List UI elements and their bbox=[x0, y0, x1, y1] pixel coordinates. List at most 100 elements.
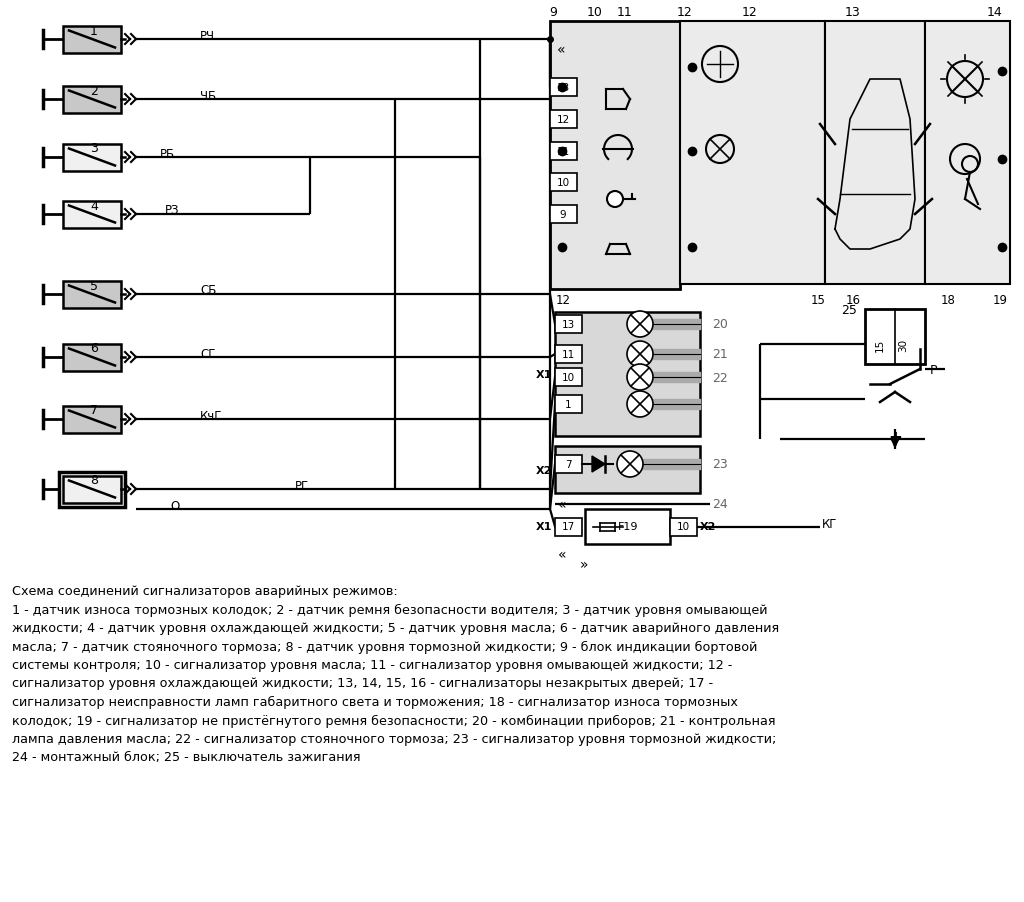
Text: 13: 13 bbox=[561, 319, 574, 329]
Text: РЧ: РЧ bbox=[200, 30, 215, 42]
Circle shape bbox=[617, 452, 643, 477]
Text: X2: X2 bbox=[536, 465, 552, 475]
Text: 24: 24 bbox=[712, 498, 728, 511]
Text: 6: 6 bbox=[90, 342, 98, 355]
Text: 10: 10 bbox=[556, 178, 569, 188]
Text: 9: 9 bbox=[549, 5, 557, 18]
Bar bbox=[550, 78, 577, 97]
Bar bbox=[555, 446, 700, 493]
Text: 22: 22 bbox=[712, 371, 728, 384]
Text: X1: X1 bbox=[536, 370, 552, 380]
Circle shape bbox=[607, 192, 623, 207]
Text: 12: 12 bbox=[556, 115, 569, 124]
Text: РБ: РБ bbox=[160, 147, 175, 161]
Text: F19: F19 bbox=[617, 522, 638, 532]
Text: 23: 23 bbox=[712, 458, 728, 471]
Bar bbox=[63, 281, 121, 308]
Text: »: » bbox=[580, 557, 589, 571]
Bar bbox=[550, 206, 577, 224]
Bar bbox=[585, 510, 670, 545]
Text: 5: 5 bbox=[90, 280, 98, 292]
Bar bbox=[550, 143, 577, 161]
Text: КГ: КГ bbox=[822, 518, 838, 530]
Bar bbox=[63, 201, 121, 228]
Text: 21: 21 bbox=[712, 348, 728, 361]
Bar bbox=[555, 518, 582, 536]
Text: 9: 9 bbox=[560, 210, 566, 220]
Text: РГ: РГ bbox=[295, 479, 309, 492]
Text: ЧБ: ЧБ bbox=[200, 89, 216, 103]
Text: +: + bbox=[888, 428, 902, 446]
Circle shape bbox=[627, 312, 653, 337]
Bar bbox=[670, 518, 697, 536]
Text: СБ: СБ bbox=[200, 284, 216, 297]
Bar bbox=[555, 313, 700, 437]
Text: X2: X2 bbox=[700, 522, 717, 532]
Circle shape bbox=[627, 342, 653, 368]
Text: О: О bbox=[170, 499, 179, 512]
Text: 24 - монтажный блок; 25 - выключатель зажигания: 24 - монтажный блок; 25 - выключатель за… bbox=[12, 750, 360, 764]
Text: 12: 12 bbox=[555, 293, 570, 306]
Text: Схема соединений сигнализаторов аварийных режимов:: Схема соединений сигнализаторов аварийны… bbox=[12, 584, 397, 597]
Text: 12: 12 bbox=[677, 5, 693, 18]
Text: СГ: СГ bbox=[200, 347, 215, 360]
Text: P: P bbox=[930, 364, 938, 376]
Polygon shape bbox=[592, 456, 605, 473]
Circle shape bbox=[627, 391, 653, 418]
Text: 11: 11 bbox=[617, 5, 633, 18]
Text: 10: 10 bbox=[677, 522, 689, 532]
Text: 16: 16 bbox=[846, 293, 860, 306]
Text: РЗ: РЗ bbox=[165, 204, 179, 217]
Bar bbox=[63, 406, 121, 433]
Text: системы контроля; 10 - сигнализатор уровня масла; 11 - сигнализатор уровня омыва: системы контроля; 10 - сигнализатор уров… bbox=[12, 658, 732, 671]
Text: 20: 20 bbox=[712, 318, 728, 331]
Text: 7: 7 bbox=[564, 459, 571, 469]
Text: 12: 12 bbox=[742, 5, 758, 18]
Bar bbox=[555, 316, 582, 334]
Bar bbox=[550, 174, 577, 192]
Text: 11: 11 bbox=[556, 147, 569, 157]
Text: 10: 10 bbox=[561, 373, 574, 382]
Bar bbox=[555, 396, 582, 413]
Bar bbox=[63, 144, 121, 171]
Text: 1: 1 bbox=[90, 24, 98, 38]
Text: КчГ: КчГ bbox=[200, 409, 222, 422]
Bar bbox=[825, 22, 925, 285]
Text: 3: 3 bbox=[90, 143, 98, 155]
Text: «: « bbox=[558, 497, 566, 511]
Text: 30: 30 bbox=[898, 338, 908, 351]
Bar bbox=[550, 22, 680, 290]
Bar bbox=[680, 22, 825, 285]
Bar bbox=[59, 472, 125, 507]
Bar bbox=[555, 369, 582, 387]
Text: 17: 17 bbox=[561, 522, 574, 532]
Bar bbox=[63, 476, 121, 503]
Bar bbox=[63, 345, 121, 371]
Text: колодок; 19 - сигнализатор не пристёгнутого ремня безопасности; 20 - комбинации : колодок; 19 - сигнализатор не пристёгнут… bbox=[12, 713, 775, 727]
Circle shape bbox=[627, 364, 653, 391]
Text: 10: 10 bbox=[587, 5, 603, 18]
Bar bbox=[865, 309, 925, 364]
Text: масла; 7 - датчик стояночного тормоза; 8 - датчик уровня тормозной жидкости; 9 -: масла; 7 - датчик стояночного тормоза; 8… bbox=[12, 640, 758, 653]
Text: 15: 15 bbox=[811, 293, 825, 306]
Text: 19: 19 bbox=[992, 293, 1008, 306]
Text: 18: 18 bbox=[941, 293, 955, 306]
Bar bbox=[550, 111, 577, 129]
Text: 15: 15 bbox=[874, 338, 885, 351]
Text: 13: 13 bbox=[556, 83, 569, 93]
Text: 2: 2 bbox=[90, 85, 98, 97]
Text: X1: X1 bbox=[536, 522, 552, 532]
Text: 11: 11 bbox=[561, 350, 574, 360]
Bar bbox=[555, 345, 582, 364]
Text: 1 - датчик износа тормозных колодок; 2 - датчик ремня безопасности водителя; 3 -: 1 - датчик износа тормозных колодок; 2 -… bbox=[12, 603, 768, 616]
Text: 25: 25 bbox=[841, 303, 857, 316]
Text: 13: 13 bbox=[845, 5, 861, 18]
Text: 14: 14 bbox=[987, 5, 1002, 18]
Text: сигнализатор неисправности ламп габаритного света и торможения; 18 - сигнализато: сигнализатор неисправности ламп габаритн… bbox=[12, 695, 738, 708]
Text: 4: 4 bbox=[90, 199, 98, 212]
Text: 1: 1 bbox=[564, 400, 571, 410]
Text: жидкости; 4 - датчик уровня охлаждающей жидкости; 5 - датчик уровня масла; 6 - д: жидкости; 4 - датчик уровня охлаждающей … bbox=[12, 621, 779, 634]
Bar bbox=[925, 22, 1010, 285]
Text: 7: 7 bbox=[90, 404, 98, 417]
Text: сигнализатор уровня охлаждающей жидкости; 13, 14, 15, 16 - сигнализаторы незакры: сигнализатор уровня охлаждающей жидкости… bbox=[12, 676, 713, 690]
